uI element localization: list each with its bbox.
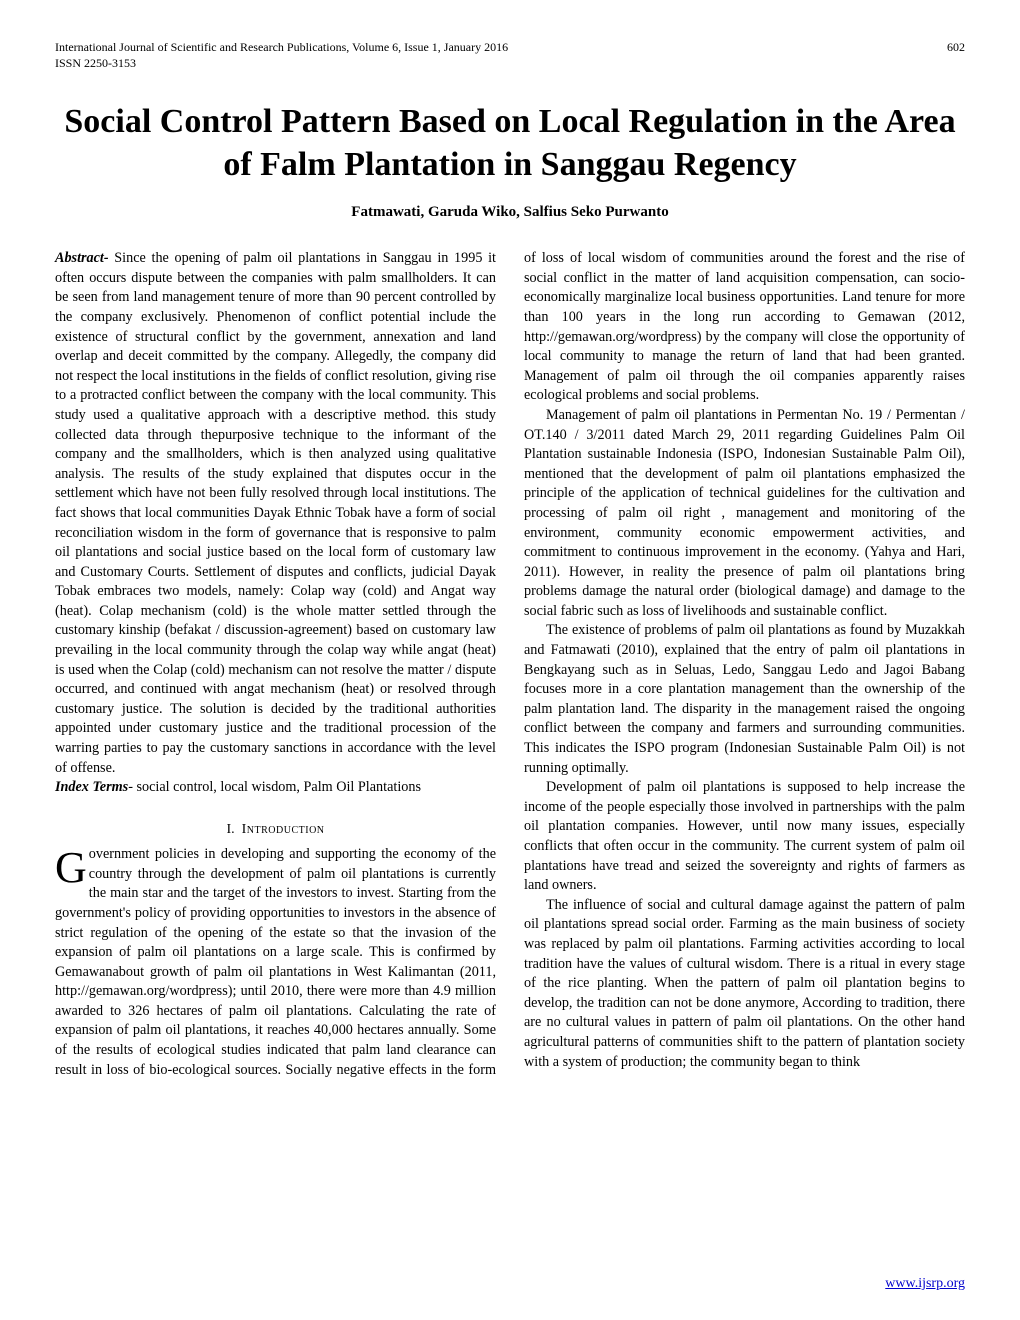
issn-line: ISSN 2250-3153 [55, 56, 508, 72]
header-left: International Journal of Scientific and … [55, 40, 508, 71]
journal-line: International Journal of Scientific and … [55, 40, 508, 56]
intro-para-5: The influence of social and cultural dam… [524, 896, 965, 1072]
body-columns: Abstract- Since the opening of palm oil … [55, 249, 965, 1080]
index-terms-label: Index Terms [55, 779, 128, 795]
page-container: International Journal of Scientific and … [0, 0, 1020, 1320]
index-terms-paragraph: Index Terms- social control, local wisdo… [55, 778, 496, 798]
article-title: Social Control Pattern Based on Local Re… [55, 101, 965, 186]
section-word: Introduction [242, 822, 325, 837]
page-number: 602 [947, 40, 965, 71]
index-terms-text: - social control, local wisdom, Palm Oil… [128, 779, 421, 795]
abstract-paragraph: Abstract- Since the opening of palm oil … [55, 249, 496, 778]
intro-para-3: The existence of problems of palm oil pl… [524, 621, 965, 778]
footer-link[interactable]: www.ijsrp.org [885, 1276, 965, 1292]
section-number: I. [226, 822, 234, 837]
abstract-text: Since the opening of palm oil plantation… [55, 250, 496, 775]
dropcap-letter: G [55, 845, 89, 886]
intro-para-4: Development of palm oil plantations is s… [524, 778, 965, 896]
section-heading-introduction: I. Introduction [55, 820, 496, 839]
intro-para-2: Management of palm oil plantations in Pe… [524, 406, 965, 622]
running-header: International Journal of Scientific and … [55, 40, 965, 71]
abstract-label: Abstract- [55, 250, 114, 266]
authors-line: Fatmawati, Garuda Wiko, Salfius Seko Pur… [55, 204, 965, 221]
